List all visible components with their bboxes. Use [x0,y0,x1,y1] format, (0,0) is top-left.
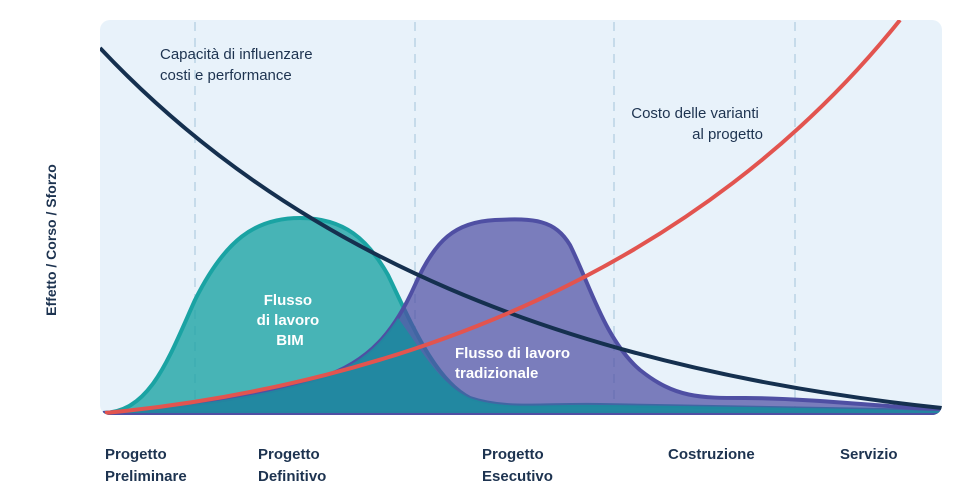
phase-label-costruzione: Costruzione [668,446,755,463]
phase-label-servizio: Servizio [840,446,898,463]
phase-label-esecutivo: Progetto Esecutivo [482,446,553,485]
y-axis-label: Effetto / Corso / Sforzo [43,164,59,316]
influence-curve-label: Capacità di influenzare costi e performa… [160,46,317,84]
bim-workflow-label: Flusso di lavoro BIM [257,292,324,349]
cost-of-changes-curve [104,20,902,415]
traditional-workflow-label: Flusso di lavoro tradizionale [455,345,574,382]
workflow-overlap-area [103,318,940,413]
phase-label-definitivo: Progetto Definitivo [258,446,326,485]
cost-curve-label: Costo delle varianti al progetto [631,105,763,143]
influence-curve [100,46,942,410]
phase-label-preliminare: Progetto Preliminare [105,446,187,485]
